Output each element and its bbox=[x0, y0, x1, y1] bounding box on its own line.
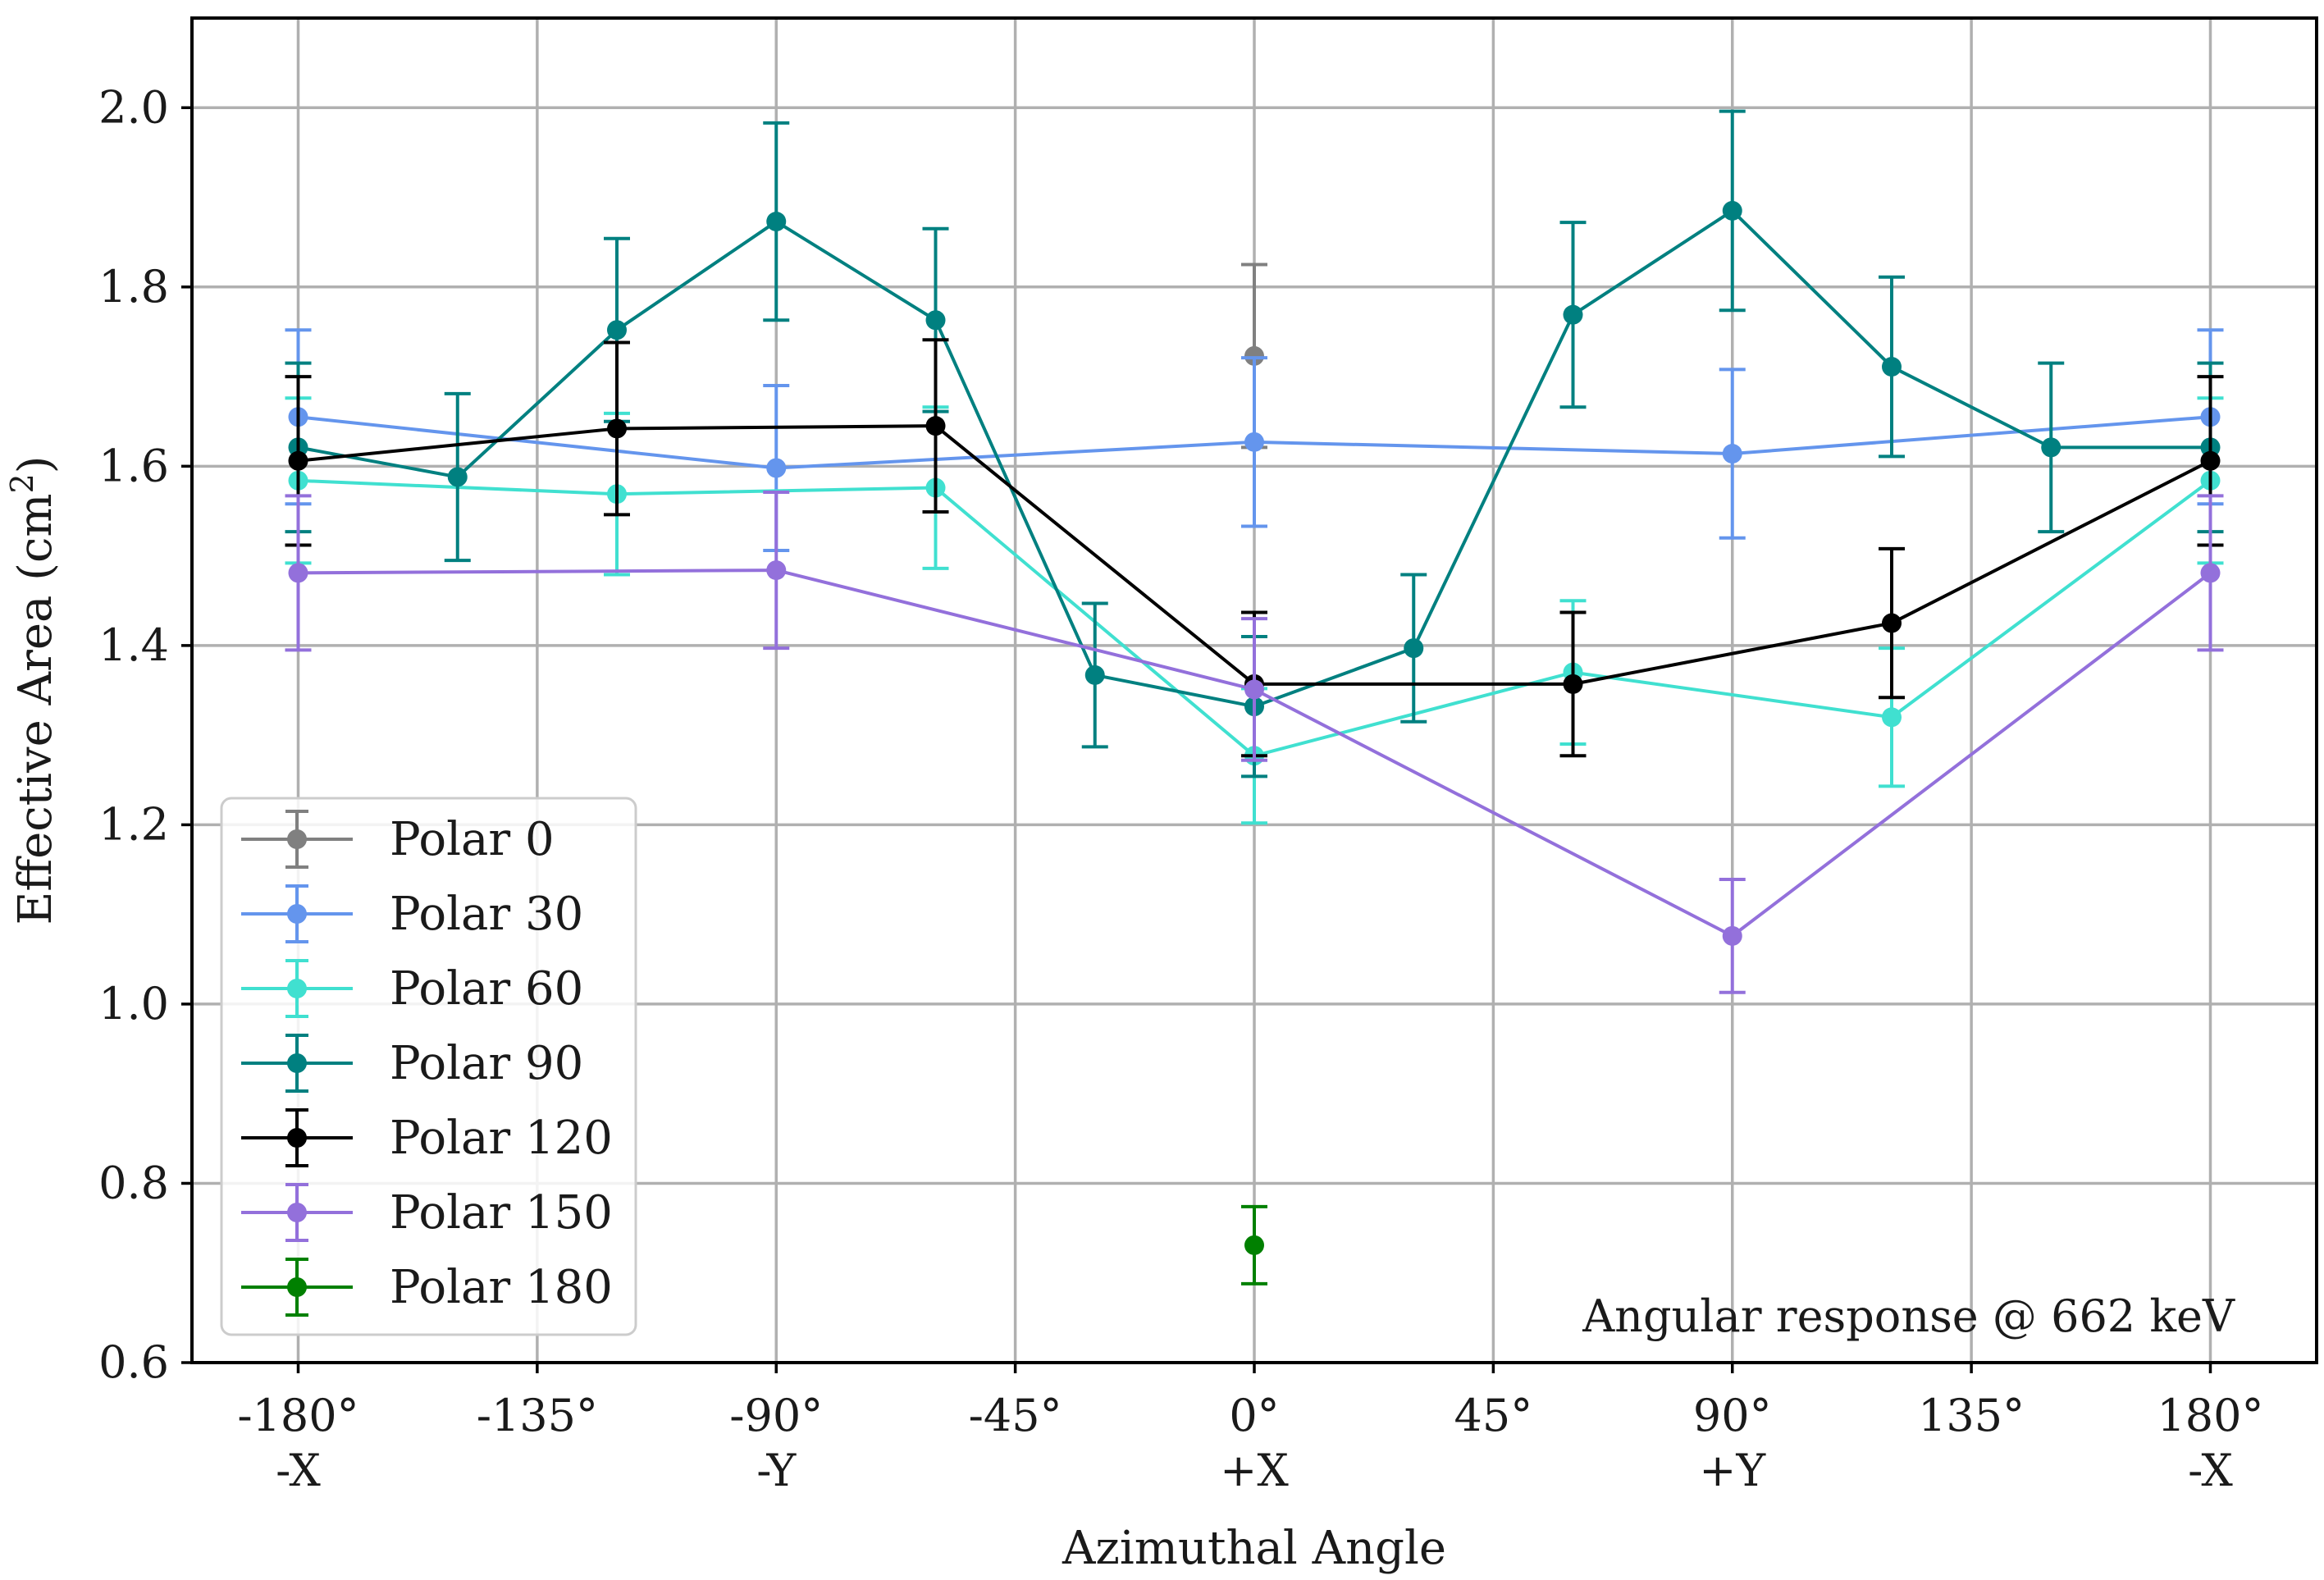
legend-marker bbox=[287, 1203, 307, 1222]
x-tick-label: 0° bbox=[1229, 1390, 1279, 1441]
legend-label: Polar 0 bbox=[390, 813, 555, 866]
y-axis-label: Effective Area (cm2) bbox=[4, 455, 62, 925]
x-tick-sublabel: +X bbox=[1220, 1445, 1289, 1496]
x-tick-label: 180° bbox=[2157, 1390, 2263, 1441]
data-point bbox=[1563, 674, 1583, 694]
series-layer bbox=[285, 109, 2224, 1285]
legend-box bbox=[220, 797, 637, 1336]
x-tick-label: -45° bbox=[969, 1390, 1062, 1441]
data-point bbox=[288, 450, 308, 471]
series-polar-180 bbox=[1241, 1204, 1267, 1285]
data-point bbox=[2041, 437, 2061, 458]
data-point bbox=[1722, 444, 1742, 464]
data-point bbox=[447, 467, 468, 487]
data-point bbox=[1084, 664, 1105, 685]
series-polar-150 bbox=[285, 491, 2224, 994]
data-point bbox=[1722, 200, 1742, 221]
data-point bbox=[1722, 925, 1742, 946]
x-tick-label: 45° bbox=[1454, 1390, 1533, 1441]
y-axis-label-sup: 2 bbox=[4, 473, 40, 493]
legend-label: Polar 120 bbox=[390, 1112, 613, 1165]
y-tick-label: 1.0 bbox=[98, 978, 169, 1030]
data-point bbox=[2200, 563, 2221, 583]
legend-label: Polar 180 bbox=[390, 1261, 613, 1314]
data-point bbox=[766, 212, 787, 232]
legend-label: Polar 90 bbox=[390, 1037, 583, 1090]
legend-marker bbox=[287, 1053, 307, 1073]
data-point bbox=[1882, 357, 1902, 377]
legend-label: Polar 30 bbox=[390, 888, 583, 941]
data-point bbox=[1244, 1235, 1264, 1255]
data-point bbox=[607, 320, 627, 340]
data-point bbox=[607, 418, 627, 439]
y-axis-label-base: Effective Area (cm bbox=[9, 494, 62, 925]
data-point bbox=[766, 458, 787, 478]
y-tick-label: 1.2 bbox=[98, 798, 169, 850]
x-tick-label: 135° bbox=[1918, 1390, 2025, 1441]
x-axis-label: Azimuthal Angle bbox=[1062, 1522, 1446, 1575]
data-point bbox=[288, 563, 308, 583]
x-tick-sublabel: -X bbox=[276, 1445, 321, 1496]
x-tick-label: -135° bbox=[477, 1390, 598, 1441]
annotation-text: Angular response @ 662 keV bbox=[1582, 1290, 2235, 1342]
legend-label: Polar 60 bbox=[390, 962, 583, 1016]
data-point bbox=[1404, 638, 1424, 659]
data-point bbox=[925, 310, 946, 331]
y-tick-label: 1.6 bbox=[98, 440, 169, 491]
x-tick-label: 90° bbox=[1693, 1390, 1772, 1441]
x-tick-sublabel: -X bbox=[2188, 1445, 2233, 1496]
y-tick-label: 2.0 bbox=[98, 81, 169, 133]
legend-label: Polar 150 bbox=[390, 1186, 613, 1240]
data-point bbox=[1563, 304, 1583, 325]
data-point bbox=[1882, 707, 1902, 728]
legend-marker bbox=[287, 1277, 307, 1297]
x-tick-sublabel: +Y bbox=[1699, 1445, 1766, 1496]
x-tick-label: -180° bbox=[237, 1390, 358, 1441]
data-point bbox=[1882, 613, 1902, 633]
y-tick-label: 0.8 bbox=[98, 1157, 169, 1208]
legend-marker bbox=[287, 1128, 307, 1148]
data-point bbox=[1244, 432, 1264, 452]
data-point bbox=[1244, 679, 1264, 700]
x-tick-label: -90° bbox=[729, 1390, 823, 1441]
legend-marker bbox=[287, 979, 307, 998]
legend-marker bbox=[287, 829, 307, 849]
y-tick-label: 1.4 bbox=[98, 619, 169, 671]
data-point bbox=[766, 560, 787, 581]
legend: Polar 0 Polar 30 Polar 60 Polar 90 Polar 120… bbox=[220, 797, 637, 1336]
data-point bbox=[2200, 450, 2221, 471]
y-axis-label-close: ) bbox=[9, 455, 62, 473]
legend-marker bbox=[287, 904, 307, 924]
y-tick-label: 0.6 bbox=[98, 1336, 169, 1388]
y-tick-label: 1.8 bbox=[98, 261, 169, 313]
x-tick-sublabel: -Y bbox=[756, 1445, 797, 1496]
data-point bbox=[925, 416, 946, 436]
data-point bbox=[1244, 345, 1264, 366]
